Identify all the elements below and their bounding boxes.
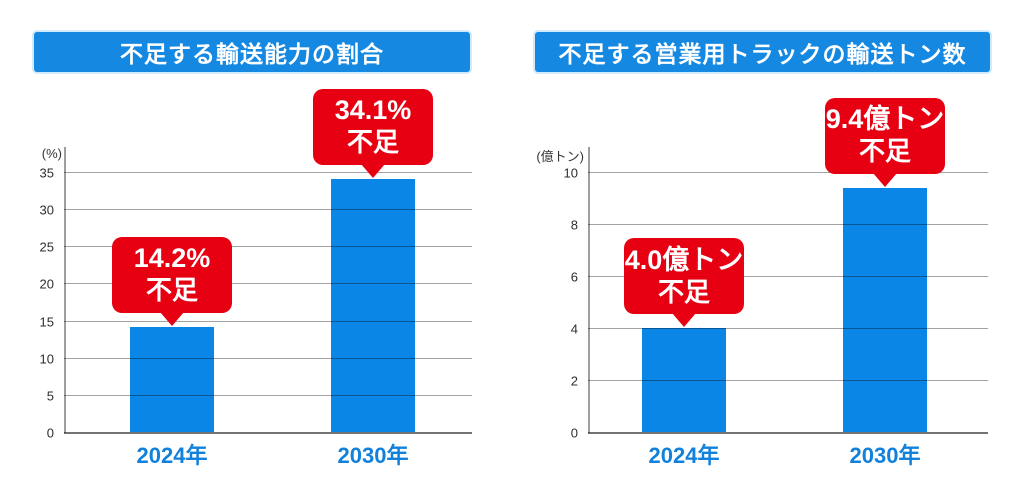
y-axis-unit-label: (億トン) [536,149,584,164]
y-tick-label: 5 [46,388,54,404]
y-tick-label: 25 [39,239,54,255]
y-tick-label: 35 [39,165,54,181]
bar-2024年 [130,326,214,432]
y-axis-line [64,147,66,433]
gridline [588,224,988,225]
callout-tail [672,313,696,327]
callout-2030年: 9.4億トン 不足 [825,97,945,187]
y-tick-label: 30 [39,202,54,218]
x-axis-baseline [588,432,988,434]
gridline [64,172,472,173]
y-tick-label: 0 [46,425,54,441]
bar-2030年 [331,178,415,432]
chart-title: 不足する輸送能力の割合 [120,41,384,67]
y-tick-label: 4 [570,321,578,337]
bar-2024年 [642,328,726,432]
callout-caption: 不足 [858,136,911,167]
callout-tail [361,163,385,178]
chart-panel-tonnage-shortage: 不足する営業用トラックの輸送トン数 (億トン) 0 2 4 6 8 10 2024年 2030… [512,0,1024,486]
y-tick-label: 20 [39,276,54,292]
y-tick-label: 2 [570,373,578,389]
callout-value: 34.1% [334,95,412,126]
gridline [588,172,988,173]
y-tick-label: 6 [570,269,578,285]
chart-title-banner: 不足する輸送能力の割合 [34,32,470,72]
callout-caption: 不足 [346,127,399,158]
callout-2024年: 4.0億トン 不足 [624,238,744,327]
category-label-2030年: 2030年 [849,443,921,468]
category-label-2024年: 2024年 [136,443,208,468]
gridline [588,328,988,329]
chart-title-banner: 不足する営業用トラックの輸送トン数 [535,32,990,72]
x-axis-baseline [64,432,472,434]
category-label-2030年: 2030年 [337,443,409,468]
y-tick-label: 8 [570,217,578,233]
callout-caption: 不足 [145,275,198,306]
category-label-2024年: 2024年 [648,443,720,468]
callout-value: 4.0億トン [624,244,744,275]
gridline [588,276,988,277]
callout-tail [160,311,184,326]
y-tick-label: 10 [563,165,578,181]
gridline [64,209,472,211]
gridline [64,246,472,248]
callout-caption: 不足 [657,276,710,307]
callout-value: 14.2% [133,243,211,274]
chart-title: 不足する営業用トラックの輸送トン数 [558,41,967,67]
callout-2030年: 34.1% 不足 [313,88,433,178]
y-tick-label: 0 [570,425,578,441]
gridline [64,394,472,396]
bar-2030年 [843,187,927,432]
y-axis-line [588,147,590,433]
gridline [64,357,472,359]
callout-value: 9.4億トン [825,104,945,135]
gridline [64,283,472,285]
y-tick-label: 10 [39,351,54,367]
gridline [64,320,472,322]
callout-2024年: 14.2% 不足 [112,236,232,326]
chart-panel-capacity-shortage: 不足する輸送能力の割合 (%) 0 5 10 15 20 25 30 35 2024年 2030年… [34,32,472,468]
callout-tail [873,172,897,187]
gridline [588,380,988,381]
y-tick-label: 15 [39,314,54,330]
y-axis-unit-label: (%) [41,146,62,161]
